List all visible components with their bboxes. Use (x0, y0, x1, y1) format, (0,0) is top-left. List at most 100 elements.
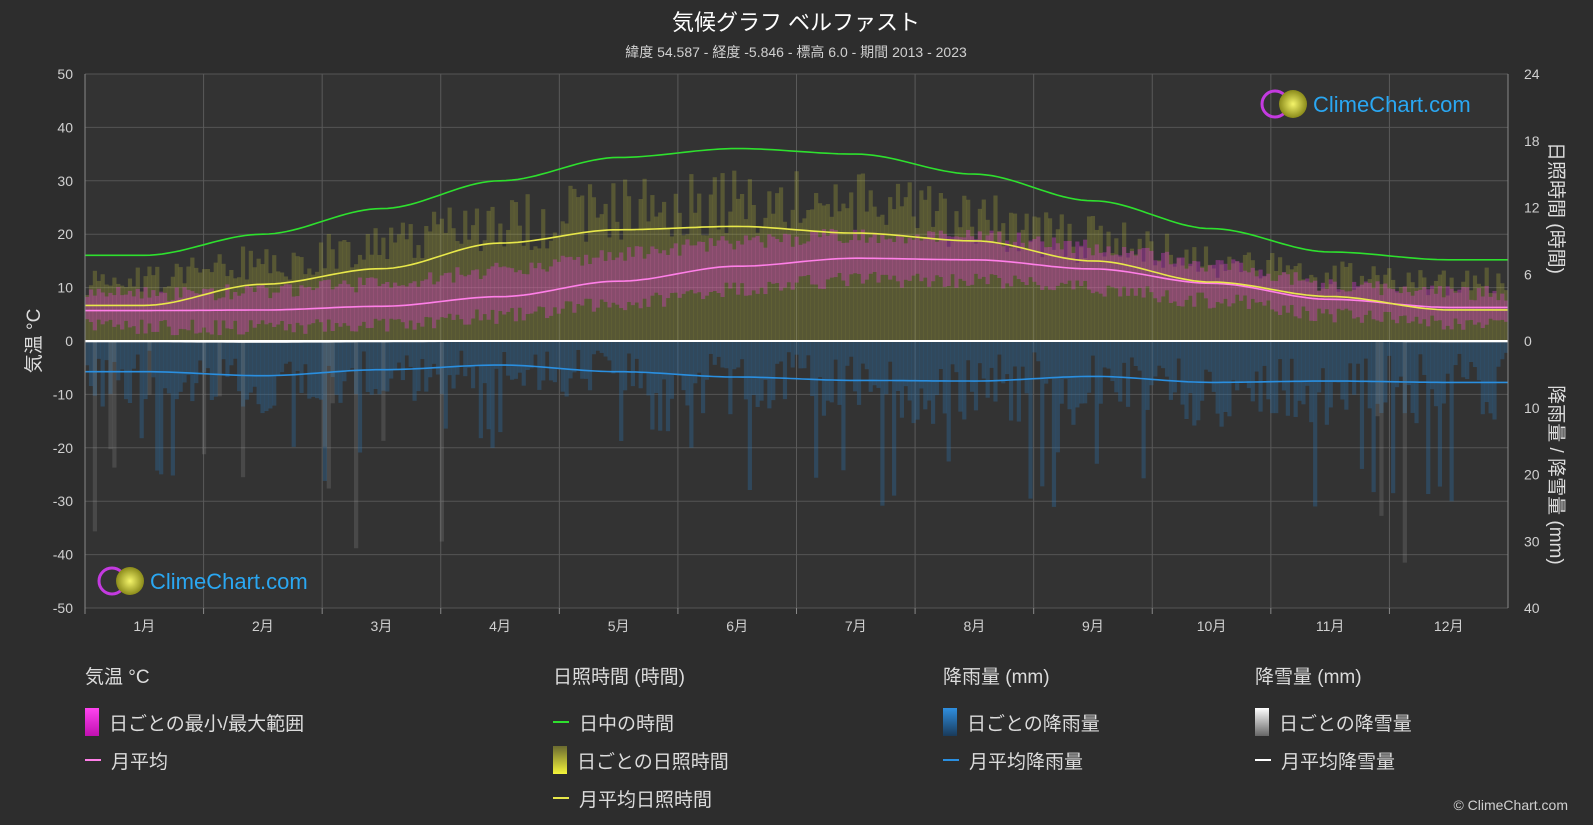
temp-range-bar (587, 263, 593, 299)
rain-bar (650, 341, 655, 430)
sunshine-bar (806, 209, 811, 341)
rain-bar (354, 341, 359, 395)
sunshine-bar (587, 184, 593, 341)
sunshine-bar (1125, 257, 1131, 341)
sunshine-bar (392, 242, 398, 341)
sunshine-bar (607, 237, 612, 341)
sunshine-bar (837, 211, 842, 341)
temp-range-bar (1032, 238, 1037, 282)
sunshine-bar (1122, 222, 1127, 341)
rain-bar (958, 341, 963, 412)
temp-range-bar (194, 293, 199, 334)
rain-bar (1297, 341, 1302, 401)
snow-bar (92, 341, 97, 532)
sunshine-bar (506, 229, 511, 341)
sunshine-bar (1441, 270, 1446, 341)
rain-bar (1036, 341, 1041, 362)
rain-bar (1402, 341, 1407, 414)
temp-range-bar (634, 246, 639, 303)
rain-bar (1083, 341, 1088, 404)
sunshine-bar (1047, 218, 1053, 341)
snow-bar (1375, 341, 1380, 417)
rain-bar (1024, 341, 1029, 394)
rain-bar (303, 341, 308, 365)
sunshine-bar (303, 274, 308, 341)
sunshine-bar (989, 232, 994, 341)
rain-bar (533, 341, 538, 355)
legend-item: 月平均降雨量 (943, 741, 1100, 779)
sunshine-bar (763, 217, 768, 341)
rain-bar (552, 341, 558, 383)
rain-bar (221, 341, 226, 360)
temp-range-bar (700, 242, 706, 300)
sunshine-bar (646, 221, 651, 341)
sunshine-bar (116, 283, 121, 341)
temp-range-bar (541, 269, 546, 308)
rain-bar (1102, 341, 1107, 368)
sunshine-bar (1402, 286, 1407, 341)
sunshine-bar (127, 278, 133, 341)
sunshine-bar (997, 230, 1002, 341)
sunshine-bar (354, 264, 359, 341)
rain-bar (985, 341, 990, 398)
temp-range-bar (584, 254, 589, 299)
sunshine-bar (1188, 266, 1193, 341)
sunshine-bar (174, 263, 179, 341)
temp-range-bar (1172, 263, 1177, 302)
snow-bar (112, 341, 117, 468)
legend-label: 日中の時間 (579, 713, 675, 735)
temp-range-bar (1141, 247, 1146, 298)
sunshine-bar (1172, 266, 1177, 341)
temp-range-bar (767, 234, 772, 282)
sunshine-bar (786, 229, 791, 341)
sunshine-bar (474, 208, 480, 341)
temp-range-bar (794, 236, 799, 283)
rain-bar (1005, 341, 1010, 375)
temp-range-bar (1453, 292, 1458, 319)
rain-bar (1406, 341, 1411, 386)
temp-range-bar (1184, 268, 1189, 300)
sunshine-bar (977, 208, 982, 341)
sunshine-bar (1313, 277, 1318, 341)
rain-bar (361, 341, 367, 352)
rain-bar (1441, 341, 1446, 404)
temp-range-bar (1129, 251, 1135, 289)
sunshine-bar (1024, 213, 1029, 341)
legend-snow: 降雪量 (mm) 日ごとの降雪量 月平均降雪量 (1255, 662, 1412, 779)
rain-bar (291, 341, 296, 447)
rain-bar (938, 341, 943, 369)
rain-bar (868, 341, 873, 392)
sunshine-bar (884, 224, 889, 341)
rain-bar (950, 341, 955, 365)
sunshine-bar (1480, 286, 1485, 341)
temp-range-bar (178, 297, 183, 329)
sunshine-bar (287, 279, 292, 341)
rain-bar (1504, 341, 1508, 353)
sunshine-bar (1203, 246, 1209, 341)
rain-bar (1363, 341, 1368, 359)
rain-bar (876, 341, 881, 388)
temp-range-bar (1110, 255, 1115, 288)
temp-range-bar (1270, 280, 1275, 310)
temp-range-bar (1114, 254, 1119, 289)
temp-range-bar (1153, 260, 1158, 299)
legend-label: 日ごとの降雪量 (1279, 713, 1412, 735)
sunshine-bar (1445, 295, 1450, 341)
temp-range-bar (256, 285, 261, 324)
temp-range-bar (942, 233, 947, 287)
rain-bar (330, 341, 335, 378)
legend-item: 月平均降雪量 (1255, 741, 1412, 779)
sunshine-bar (213, 262, 218, 341)
series-lines (85, 147, 1508, 384)
rain-bar (767, 341, 772, 409)
y-tick-label: -30 (53, 493, 73, 509)
temp-range-bar (677, 255, 682, 298)
rain-bar (775, 341, 780, 364)
temp-range-bar (517, 270, 522, 308)
temp-range-bar (537, 262, 542, 307)
rain-bar (342, 341, 347, 382)
sunshine-bar (1036, 217, 1041, 341)
sunshine-bar (1422, 277, 1427, 341)
temp-range-bar (1242, 270, 1248, 296)
